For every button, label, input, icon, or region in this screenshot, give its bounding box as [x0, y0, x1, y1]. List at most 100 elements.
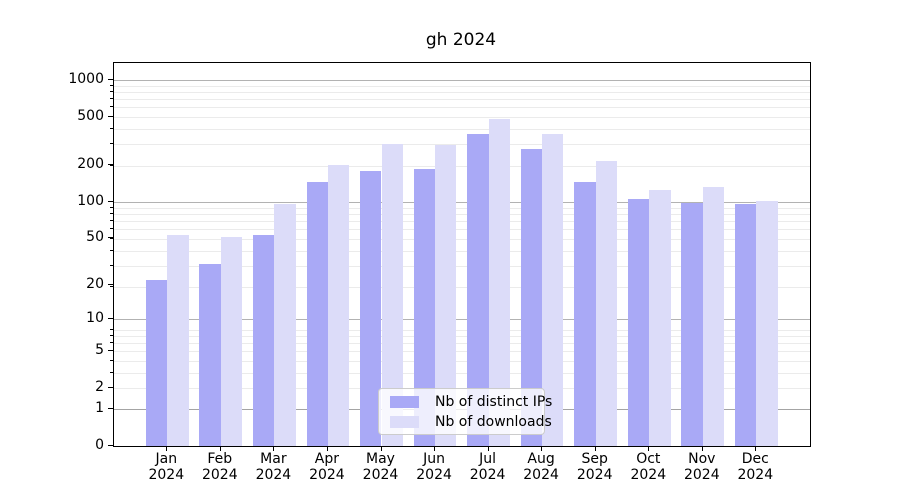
bar-downloads-oct [649, 189, 671, 446]
bar-downloads-mar [274, 204, 296, 446]
y-minor-tick [110, 106, 113, 108]
legend-item-downloads: Nb of downloads [385, 414, 552, 430]
bar-downloads-sep [595, 161, 618, 446]
legend-item-distinct-ips: Nb of distinct IPs [385, 394, 552, 410]
y-gridline-minor [114, 128, 810, 130]
y-minor-tick [110, 91, 113, 93]
chart-title: gh 2024 [425, 30, 497, 50]
y-tick-label-20: 20 [86, 275, 104, 292]
y-gridline-minor [114, 85, 810, 87]
y-tick [108, 236, 113, 238]
x-tick [594, 446, 596, 451]
x-tick-label-aug: Aug 2024 [523, 451, 559, 483]
y-gridline-minor [114, 117, 810, 118]
y-minor-tick [110, 143, 113, 144]
y-tick [108, 408, 113, 410]
bar-distinct-ips-sep [574, 182, 596, 446]
bar-downloads-nov [702, 186, 725, 446]
y-tick-label-0: 0 [95, 437, 104, 453]
y-gridline-minor [114, 92, 810, 94]
y-tick-label-1000: 1000 [68, 71, 104, 88]
x-tick [380, 446, 382, 451]
y-gridline-minor [114, 250, 810, 252]
bar-downloads-aug [542, 133, 564, 446]
y-tick [108, 283, 113, 285]
bar-distinct-ips-feb [199, 264, 221, 446]
y-gridline-major [114, 201, 810, 203]
y-minor-tick [110, 334, 113, 336]
y-tick-label-200: 200 [77, 156, 104, 173]
y-gridline-major [114, 319, 810, 321]
y-tick-label-5: 5 [95, 342, 104, 359]
x-tick-label-sep: Sep 2024 [576, 451, 613, 483]
x-tick-label-jan: Jan 2024 [148, 451, 185, 483]
bar-distinct-ips-jan [145, 280, 168, 446]
y-minor-tick [110, 342, 113, 343]
y-minor-tick [110, 237, 113, 239]
x-tick [487, 446, 489, 451]
y-minor-tick [110, 84, 113, 86]
y-gridline-minor [114, 214, 810, 215]
y-minor-tick [110, 249, 113, 251]
bar-distinct-ips-nov [681, 203, 703, 446]
y-tick [108, 318, 113, 320]
bar-distinct-ips-oct [627, 198, 650, 446]
y-tick-label-2: 2 [95, 378, 104, 395]
y-gridline-minor [114, 360, 810, 362]
y-gridline-minor [114, 343, 810, 344]
x-tick [219, 446, 221, 451]
y-tick [108, 350, 113, 352]
y-gridline-minor [114, 207, 810, 209]
y-gridline-minor [114, 287, 810, 289]
x-tick-label-feb: Feb 2024 [201, 451, 238, 483]
y-tick-label-100: 100 [77, 192, 104, 209]
y-tick [108, 79, 113, 81]
x-tick-label-jul: Jul 2024 [469, 451, 506, 483]
bar-downloads-may [381, 144, 403, 446]
x-tick [273, 446, 275, 451]
x-tick [755, 446, 757, 451]
y-minor-tick [110, 286, 113, 288]
bar-downloads-apr [327, 165, 350, 446]
y-minor-tick [110, 98, 113, 100]
y-tick-label-50: 50 [86, 228, 104, 245]
y-minor-tick [110, 328, 113, 330]
x-tick-label-apr: Apr 2024 [309, 451, 345, 483]
x-tick [434, 446, 436, 451]
y-tick [108, 200, 113, 202]
y-gridline-minor [114, 221, 810, 223]
x-tick [701, 446, 703, 451]
legend-label-downloads: Nb of downloads [435, 413, 552, 430]
y-minor-tick [110, 213, 113, 214]
x-tick [541, 446, 543, 451]
y-gridline-minor [114, 329, 810, 331]
bar-distinct-ips-aug [520, 149, 543, 446]
y-gridline-minor [114, 229, 810, 231]
x-tick-label-dec: Dec 2024 [737, 451, 774, 483]
legend-label-distinct-ips: Nb of distinct IPs [435, 393, 553, 410]
y-minor-tick [110, 371, 113, 373]
bar-downloads-jan [167, 234, 189, 446]
bar-downloads-jul [488, 119, 510, 446]
bar-downloads-jun [435, 145, 457, 446]
y-gridline-minor [114, 335, 810, 337]
y-gridline-minor [114, 107, 810, 109]
legend-swatch-distinct-ips [390, 395, 419, 408]
y-tick [108, 445, 113, 446]
y-tick [108, 164, 113, 166]
x-tick-label-jun: Jun 2024 [416, 451, 452, 483]
x-tick-label-oct: Oct 2024 [630, 451, 667, 483]
x-tick-label-nov: Nov 2024 [683, 451, 720, 483]
y-minor-tick [110, 228, 113, 230]
bar-distinct-ips-jul [467, 134, 489, 446]
y-tick-label-10: 10 [86, 310, 104, 327]
y-gridline-minor [114, 144, 810, 145]
x-tick-label-mar: Mar 2024 [255, 451, 292, 483]
legend-swatch-downloads [390, 415, 419, 428]
y-minor-tick [110, 127, 113, 129]
y-minor-tick [110, 359, 113, 361]
x-tick [166, 446, 168, 451]
x-tick-label-may: May 2024 [362, 451, 399, 483]
y-minor-tick [110, 206, 113, 208]
